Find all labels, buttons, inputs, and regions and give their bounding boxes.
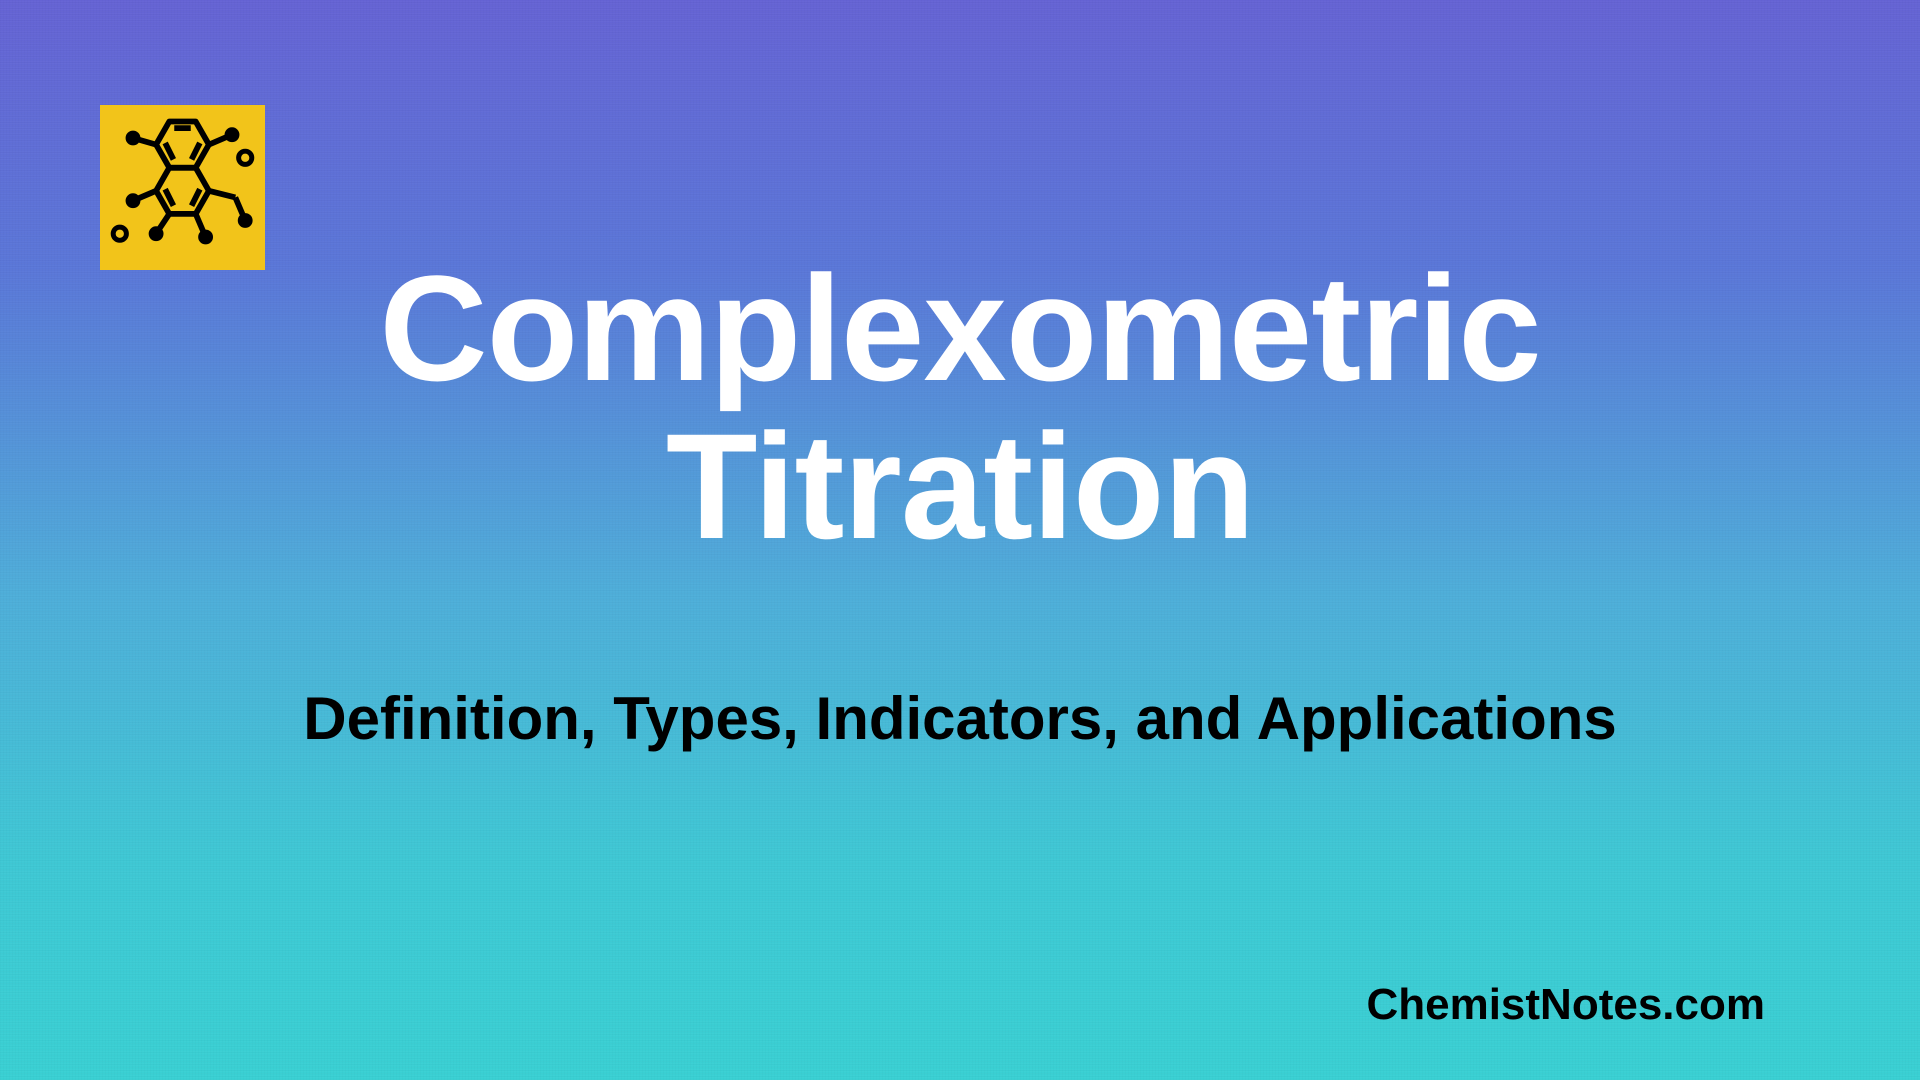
logo-badge (100, 105, 265, 270)
molecule-icon (100, 105, 265, 270)
main-title: Complexometric Titration (96, 250, 1824, 565)
subtitle: Definition, Types, Indicators, and Appli… (192, 680, 1728, 758)
attribution: ChemistNotes.com (1366, 980, 1765, 1030)
infographic-container: Complexometric Titration Definition, Typ… (0, 0, 1920, 1080)
